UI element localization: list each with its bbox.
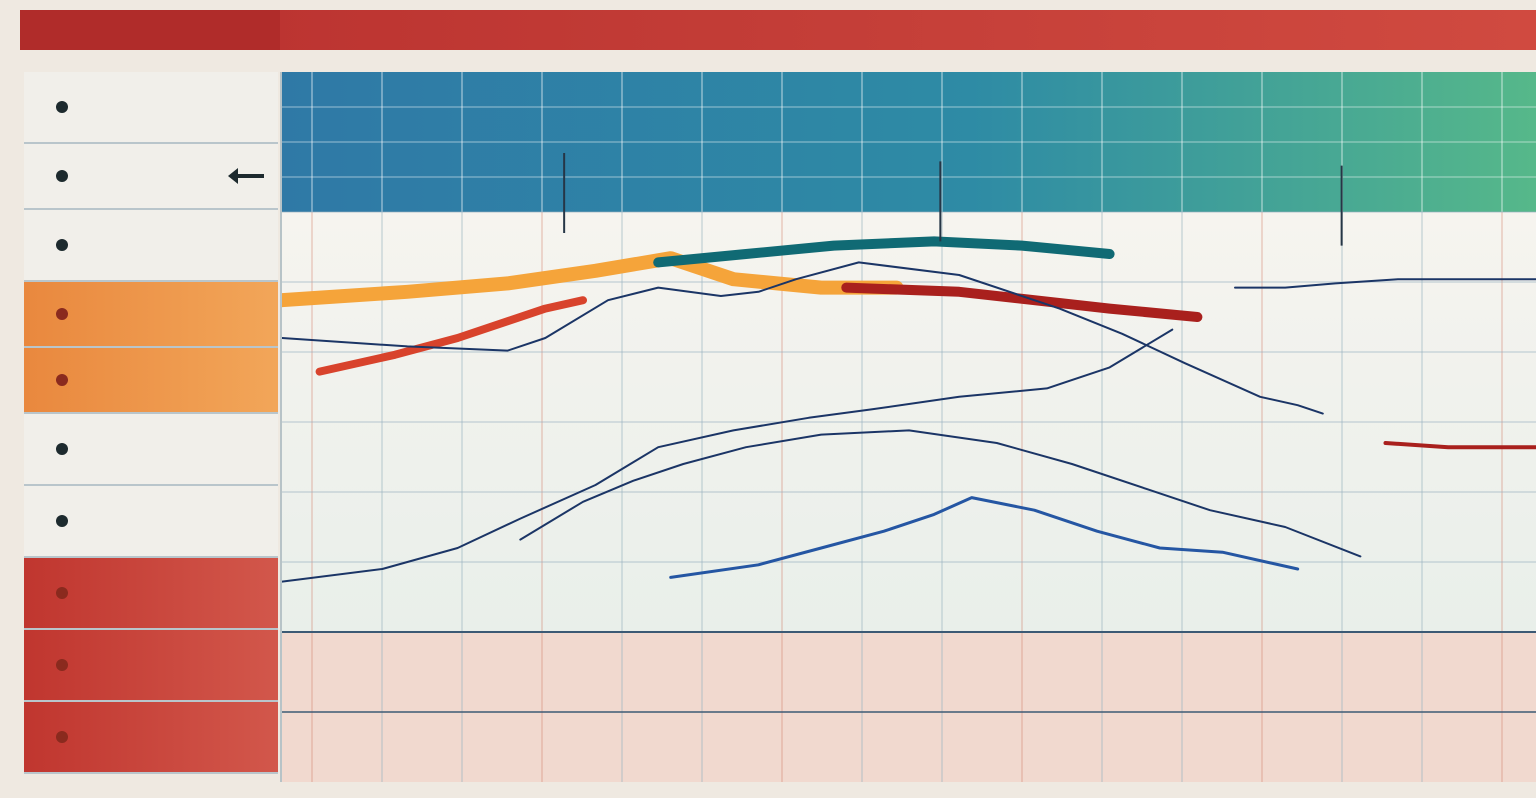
series-line-navy_mid	[519, 429, 1362, 558]
sidebar-item-7[interactable]	[24, 486, 278, 558]
sidebar-item-4[interactable]	[24, 282, 278, 348]
bullet-icon	[56, 374, 68, 386]
series-line-navy_upper	[281, 261, 1324, 415]
bullet-icon	[56, 239, 68, 251]
bullet-icon	[56, 308, 68, 320]
bullet-icon	[56, 515, 68, 527]
bottom-band	[282, 632, 1536, 782]
series-line-blue_right	[1234, 278, 1536, 289]
line-chart	[275, 72, 1536, 782]
series-line-orange	[275, 251, 904, 308]
bullet-icon	[56, 587, 68, 599]
series-line-navy_main	[281, 328, 1174, 583]
sidebar-item-6[interactable]	[24, 414, 278, 486]
sidebar	[24, 72, 282, 782]
sidebar-item-2[interactable]	[24, 144, 278, 210]
series-line-dark_red_right	[1383, 441, 1536, 450]
bullet-icon	[56, 659, 68, 671]
title-bar-left-cap	[20, 10, 280, 50]
arrow-left-icon	[228, 168, 264, 184]
header-band	[282, 72, 1536, 212]
chart-svg	[275, 72, 1536, 782]
page-title	[600, 18, 860, 42]
sidebar-item-3[interactable]	[24, 210, 278, 282]
bullet-icon	[56, 101, 68, 113]
series-line-blue_lower	[669, 496, 1300, 579]
sidebar-item-10[interactable]	[24, 702, 278, 774]
series-line-red	[315, 296, 587, 376]
sidebar-item-5[interactable]	[24, 348, 278, 414]
bullet-icon	[56, 731, 68, 743]
bullet-icon	[56, 443, 68, 455]
sidebar-item-8[interactable]	[24, 558, 278, 630]
sidebar-item-1[interactable]	[24, 72, 278, 144]
series-line-teal	[653, 236, 1115, 268]
title-bar	[20, 10, 1536, 50]
sidebar-item-9[interactable]	[24, 630, 278, 702]
bullet-icon	[56, 170, 68, 182]
